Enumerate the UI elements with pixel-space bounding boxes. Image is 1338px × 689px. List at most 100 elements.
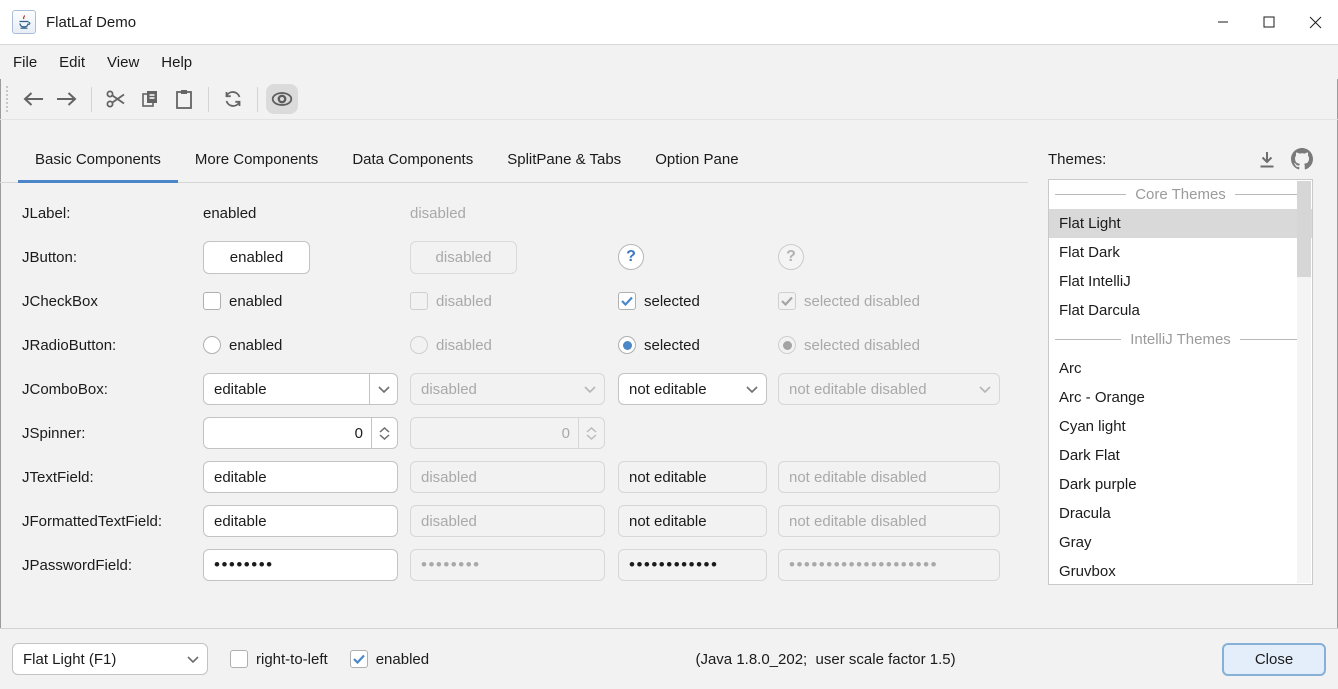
radio-selected-icon[interactable] [618, 336, 636, 354]
status-text: (Java 1.8.0_202; user scale factor 1.5) [695, 650, 956, 668]
menu-edit[interactable]: Edit [59, 53, 86, 71]
password-dots: •••••••• [421, 555, 481, 574]
download-icon[interactable] [1257, 150, 1277, 169]
maximize-button[interactable] [1246, 0, 1292, 44]
radio-label: selected disabled [804, 336, 920, 354]
list-item[interactable]: Flat IntelliJ [1059, 273, 1131, 290]
list-item[interactable]: Flat Light [1049, 209, 1312, 238]
list-item[interactable]: Arc - Orange [1059, 389, 1145, 406]
checkbox-selected[interactable]: selected [618, 292, 778, 310]
show-preview-toggle-icon[interactable] [266, 84, 298, 114]
menu-bar: File Edit View Help [0, 45, 1338, 79]
close-button[interactable]: Close [1222, 642, 1326, 676]
checkbox-label: disabled [436, 292, 492, 310]
java-app-icon [12, 10, 36, 34]
lookandfeel-combobox[interactable]: Flat Light (F1) [12, 643, 208, 675]
menu-help[interactable]: Help [161, 53, 193, 71]
tab-more-components[interactable]: More Components [178, 137, 335, 182]
checkbox-enabled[interactable]: enabled [203, 292, 410, 310]
list-item[interactable]: Dark purple [1059, 476, 1137, 493]
list-item[interactable]: Flat Darcula [1059, 302, 1140, 319]
window-title: FlatLaf Demo [46, 13, 137, 31]
checkbox-disabled: disabled [410, 292, 618, 310]
jlabel-disabled: disabled [410, 204, 466, 222]
list-item[interactable]: Arc [1059, 360, 1082, 377]
disabled-button: disabled [410, 240, 517, 274]
passwordfield-not-editable[interactable]: •••••••••••• [618, 549, 767, 581]
toolbar-separator [257, 86, 258, 112]
paste-icon[interactable] [168, 84, 200, 114]
tab-label: More Components [194, 151, 319, 168]
checkbox-unchecked-icon[interactable] [203, 292, 221, 310]
tab-data-components[interactable]: Data Components [335, 137, 490, 182]
right-to-left-checkbox[interactable]: right-to-left [230, 650, 328, 668]
radio-unselected-icon[interactable] [203, 336, 221, 354]
scrollbar-thumb[interactable] [1297, 181, 1311, 277]
combobox-not-editable[interactable]: not editable [618, 373, 767, 405]
toolbar-grip[interactable] [6, 86, 8, 112]
enabled-checkbox[interactable]: enabled [349, 650, 430, 668]
checkbox-label: enabled [375, 650, 430, 668]
radio-label: selected [644, 336, 700, 354]
chevron-down-icon[interactable] [738, 374, 766, 404]
combobox-value[interactable]: editable [214, 380, 267, 398]
forward-arrow-icon[interactable] [51, 84, 83, 114]
minimize-button[interactable] [1200, 0, 1246, 44]
cut-icon[interactable] [100, 84, 132, 114]
combobox-value: disabled [421, 380, 477, 398]
spinner-value[interactable]: 0 [354, 424, 363, 442]
passwordfield-editable[interactable]: •••••••• [203, 549, 398, 581]
themes-list[interactable]: Core Themes Flat Light Flat Dark Flat In… [1048, 179, 1313, 585]
themes-group-label: Core Themes [1135, 186, 1226, 203]
jtextfield-row-label: JTextField: [22, 468, 94, 486]
toolbar-separator [208, 86, 209, 112]
list-item[interactable]: Gruvbox [1059, 563, 1116, 580]
refresh-icon[interactable] [217, 84, 249, 114]
menu-view[interactable]: View [107, 53, 140, 71]
list-item[interactable]: Cyan light [1059, 418, 1126, 435]
help-button-disabled: ? [778, 244, 804, 270]
spinner-enabled[interactable]: 0 [203, 417, 398, 449]
list-item[interactable]: Dracula [1059, 505, 1111, 522]
password-dots: •••••••••••••••••••• [789, 555, 939, 574]
list-item[interactable]: Gray [1059, 534, 1092, 551]
checkbox-unchecked-icon[interactable] [230, 650, 248, 668]
formatted-textfield-not-editable[interactable]: not editable [618, 505, 767, 537]
themes-header: Themes: [1048, 146, 1313, 172]
password-dots: •••••••••••• [629, 555, 719, 574]
toolbar-separator [91, 86, 92, 112]
textfield-value: editable [214, 468, 267, 486]
textfield-value: disabled [421, 512, 477, 530]
menu-file[interactable]: File [13, 53, 38, 71]
list-item[interactable]: Dark Flat [1059, 447, 1120, 464]
tab-splitpane-tabs[interactable]: SplitPane & Tabs [490, 137, 638, 182]
back-arrow-icon[interactable] [17, 84, 49, 114]
chevron-down-icon[interactable] [179, 644, 207, 674]
textfield-value: not editable [629, 512, 707, 530]
jlabel-row-label: JLabel: [22, 204, 71, 222]
radio-selected[interactable]: selected [618, 336, 778, 354]
formatted-textfield-editable[interactable]: editable [203, 505, 398, 537]
textfield-value: not editable [629, 468, 707, 486]
chevron-down-icon[interactable] [369, 374, 397, 404]
help-button[interactable]: ? [618, 244, 644, 270]
copy-icon[interactable] [134, 84, 166, 114]
enabled-button[interactable]: enabled [203, 240, 310, 274]
checkbox-checked-icon[interactable] [349, 650, 368, 668]
themes-scrollbar[interactable] [1297, 181, 1311, 583]
combobox-value[interactable]: not editable [629, 380, 707, 398]
tab-basic-components[interactable]: Basic Components [18, 137, 178, 183]
tab-option-pane[interactable]: Option Pane [638, 137, 755, 182]
spinner-arrows[interactable] [371, 418, 397, 448]
combobox-value[interactable]: Flat Light (F1) [23, 650, 117, 668]
jradiobutton-row-label: JRadioButton: [22, 336, 117, 354]
checkbox-checked-icon[interactable] [618, 292, 636, 310]
radio-label: disabled [436, 336, 492, 354]
close-window-button[interactable] [1292, 0, 1338, 44]
combobox-editable[interactable]: editable [203, 373, 398, 405]
list-item[interactable]: Flat Dark [1059, 244, 1120, 261]
textfield-editable[interactable]: editable [203, 461, 398, 493]
github-icon[interactable] [1291, 148, 1313, 170]
textfield-not-editable[interactable]: not editable [618, 461, 767, 493]
radio-enabled[interactable]: enabled [203, 336, 410, 354]
